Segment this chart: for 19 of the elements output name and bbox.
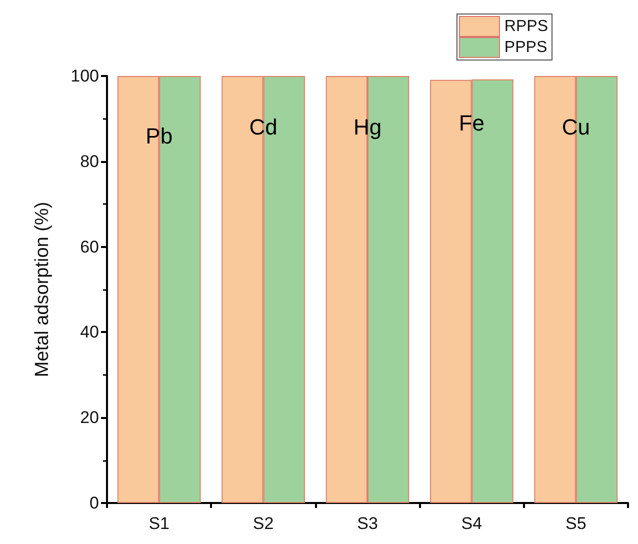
annotation: Cd: [249, 114, 278, 140]
x-tick-label: S5: [566, 514, 586, 533]
y-tick-label: 80: [80, 152, 99, 171]
x-tick-label: S4: [461, 514, 482, 533]
y-tick-label: 100: [70, 66, 99, 86]
y-tick-label: 0: [90, 494, 99, 512]
y-axis-title: Metal adsorption (%): [32, 202, 53, 378]
y-tick-label: 20: [80, 408, 99, 428]
annotation: Hg: [353, 114, 382, 140]
annotation: Fe: [458, 110, 485, 136]
legend-label: RPPS: [504, 18, 548, 35]
x-tick-label: S2: [252, 514, 274, 533]
x-tick-label: S1: [148, 514, 170, 533]
annotation: Pb: [146, 123, 173, 148]
annotation: Cu: [562, 114, 590, 140]
y-tick-label: 60: [80, 237, 99, 256]
x-tick-label: S3: [357, 514, 378, 533]
legend-label: PPPS: [504, 39, 548, 56]
y-tick-label: 40: [80, 322, 99, 342]
